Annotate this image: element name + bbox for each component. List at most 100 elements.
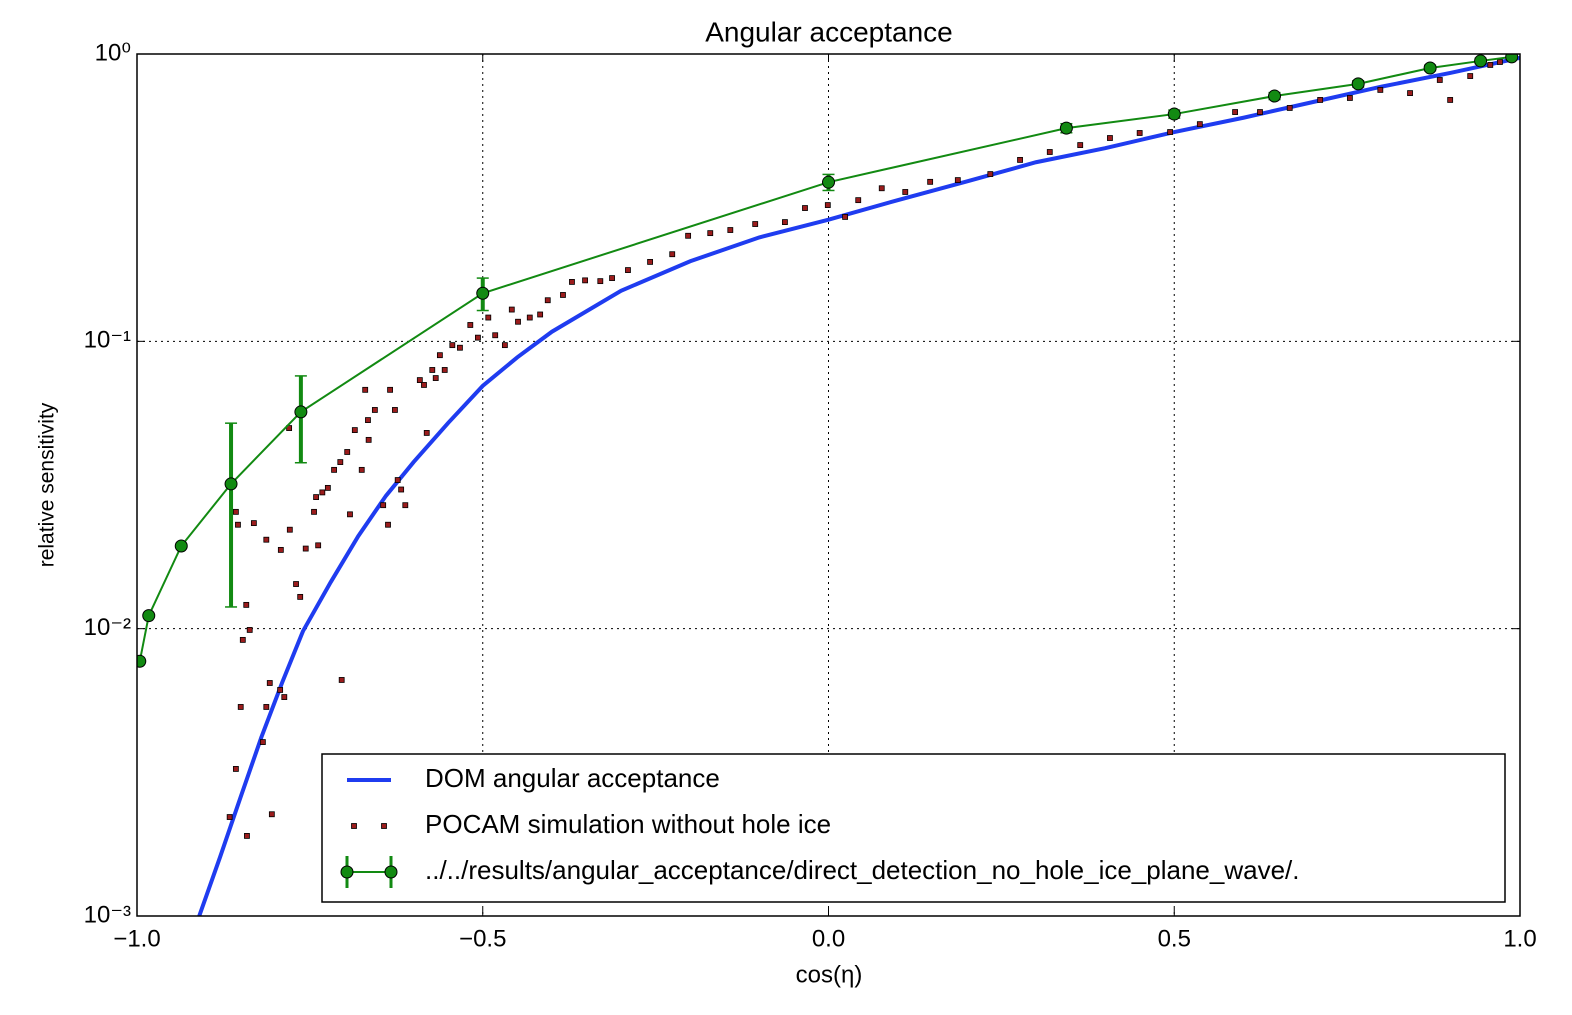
scatter-point bbox=[385, 521, 391, 528]
scatter-point bbox=[1346, 95, 1353, 101]
scatter-point bbox=[421, 382, 427, 388]
scatter-point bbox=[277, 687, 284, 693]
scatter-point bbox=[1257, 109, 1263, 115]
marker bbox=[294, 405, 308, 419]
scatter-point bbox=[246, 627, 253, 633]
marker bbox=[137, 654, 147, 668]
scatter-point bbox=[380, 502, 387, 509]
scatter-point bbox=[1286, 105, 1293, 111]
marker bbox=[1423, 61, 1437, 75]
scatter-point bbox=[802, 205, 808, 211]
scatter-point bbox=[1487, 62, 1494, 68]
scatter-point bbox=[387, 386, 393, 393]
legend-swatch bbox=[384, 865, 398, 879]
scatter-point bbox=[954, 177, 961, 184]
scatter-point bbox=[441, 367, 448, 373]
x-tick-label: 1.0 bbox=[1503, 925, 1536, 952]
scatter-point bbox=[1167, 129, 1174, 135]
y-tick-label: 10⁻¹ bbox=[84, 327, 131, 354]
scatter-point bbox=[266, 680, 273, 686]
scatter-point bbox=[331, 466, 337, 473]
scatter-point bbox=[365, 417, 371, 423]
x-tick-label: −1.0 bbox=[113, 925, 160, 952]
y-tick-label: 10⁰ bbox=[95, 39, 131, 66]
x-axis-label: cos(η) bbox=[796, 961, 863, 988]
scatter-point bbox=[669, 251, 676, 258]
legend-box bbox=[321, 753, 1506, 903]
scatter-point bbox=[1436, 77, 1443, 83]
scatter-point bbox=[1107, 135, 1113, 141]
scatter-point bbox=[569, 279, 575, 285]
scatter-point bbox=[338, 677, 345, 683]
scatter-point bbox=[727, 227, 734, 233]
scatter-point bbox=[685, 232, 692, 239]
scatter-point bbox=[842, 214, 848, 220]
scatter-point bbox=[337, 459, 344, 465]
scatter-point bbox=[987, 171, 994, 177]
marker bbox=[476, 286, 490, 300]
marker bbox=[1351, 77, 1365, 91]
axes: −1.0 −0.5 0.0 0.5 1.0 10⁻³ 10⁻² 10⁻¹ 10⁰ bbox=[84, 39, 1537, 952]
scatter-point bbox=[392, 407, 398, 413]
scatter-point bbox=[302, 545, 309, 552]
scatter-point bbox=[560, 292, 566, 298]
scatter-point bbox=[878, 185, 885, 192]
scatter-point bbox=[1136, 130, 1143, 136]
scatter-point bbox=[416, 377, 423, 383]
scatter-point bbox=[344, 449, 351, 455]
plot-area bbox=[137, 54, 1520, 916]
scatter-point bbox=[226, 814, 233, 820]
scatter-point bbox=[508, 306, 515, 313]
scatter-point bbox=[582, 277, 588, 284]
scatter-point bbox=[281, 694, 288, 700]
scatter-point bbox=[544, 297, 551, 304]
scatter-point bbox=[319, 489, 326, 496]
scatter-point bbox=[313, 494, 319, 501]
legend-swatch bbox=[381, 823, 387, 829]
scatter-point bbox=[362, 386, 369, 393]
scatter-point bbox=[429, 367, 436, 373]
marker bbox=[224, 477, 238, 491]
marker bbox=[1059, 121, 1073, 135]
scatter-point bbox=[492, 332, 499, 339]
scatter-point bbox=[1196, 121, 1203, 128]
scatter-point bbox=[402, 502, 409, 509]
scatter-point bbox=[526, 314, 533, 321]
marker bbox=[1505, 54, 1519, 64]
scatter-point bbox=[1447, 97, 1454, 103]
marker bbox=[1268, 89, 1282, 103]
x-tick-label: 0.0 bbox=[812, 925, 845, 952]
scatter-point bbox=[625, 267, 631, 273]
line bbox=[197, 55, 1520, 916]
scatter-point bbox=[1467, 73, 1474, 79]
scatter-point bbox=[782, 219, 788, 225]
scatter-point bbox=[232, 766, 239, 772]
scatter-point bbox=[277, 546, 284, 553]
scatter-point bbox=[347, 511, 353, 518]
scatter-point bbox=[243, 601, 250, 608]
marker bbox=[1474, 54, 1488, 68]
scatter-point bbox=[423, 430, 430, 436]
scatter-point bbox=[358, 466, 365, 473]
scatter-point bbox=[1317, 97, 1324, 103]
scatter-point bbox=[315, 542, 322, 549]
scatter-point bbox=[501, 342, 508, 349]
legend: DOM angular acceptance POCAM simulation w… bbox=[321, 753, 1506, 903]
scatter-point bbox=[475, 334, 481, 341]
scatter-point bbox=[1077, 142, 1084, 148]
scatter-point bbox=[1497, 59, 1503, 65]
legend-label: ../../results/angular_acceptance/direct_… bbox=[425, 855, 1299, 885]
scatter-point bbox=[250, 520, 257, 527]
scatter-point bbox=[263, 536, 270, 543]
scatter-point bbox=[855, 197, 862, 204]
line bbox=[138, 55, 1512, 662]
scatter-point bbox=[351, 427, 358, 433]
scatter-point bbox=[436, 352, 443, 359]
scatter-point bbox=[1017, 156, 1023, 163]
scatter-point bbox=[365, 436, 372, 443]
scatter-point bbox=[1407, 90, 1413, 97]
y-tick-label: 10⁻³ bbox=[84, 901, 131, 928]
legend-label: POCAM simulation without hole ice bbox=[425, 809, 831, 839]
